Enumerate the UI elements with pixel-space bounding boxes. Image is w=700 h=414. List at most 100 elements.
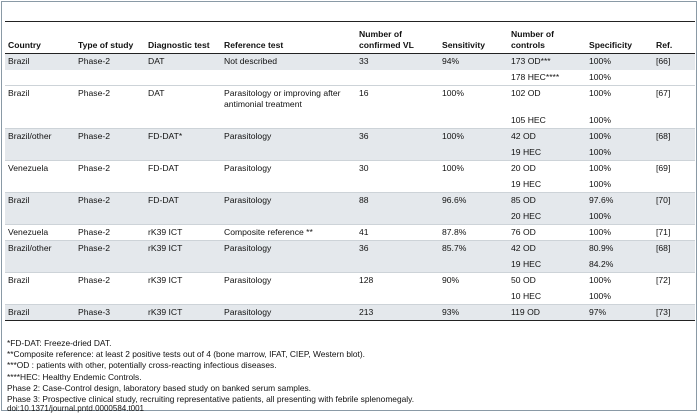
cell-diagnostic-test: rK39 ICT bbox=[145, 272, 221, 289]
cell-sensitivity bbox=[439, 289, 508, 305]
cell-confirmed-vl: 88 bbox=[356, 192, 439, 209]
cell-type-of-study bbox=[75, 144, 145, 161]
table-row: 20 HEC 100% bbox=[5, 208, 695, 225]
cell-country: Brazil bbox=[5, 272, 75, 289]
cell-type-of-study: Phase-3 bbox=[75, 304, 145, 321]
cell-sensitivity bbox=[439, 208, 508, 225]
table-row: Brazil/other Phase-2 rK39 ICT Parasitology 3… bbox=[5, 240, 695, 257]
cell-reference-test bbox=[221, 256, 356, 273]
cell-reference-test: Parasitology or improving after antimoni… bbox=[221, 85, 356, 113]
cell-diagnostic-test bbox=[145, 177, 221, 193]
cell-controls: 173 OD*** bbox=[508, 53, 586, 70]
cell-diagnostic-test bbox=[145, 256, 221, 273]
cell-reference-test bbox=[221, 144, 356, 161]
cell-confirmed-vl bbox=[356, 70, 439, 86]
cell-ref bbox=[653, 177, 695, 193]
cell-country bbox=[5, 256, 75, 273]
cell-diagnostic-test: DAT bbox=[145, 85, 221, 113]
cell-reference-test: Parasitology bbox=[221, 272, 356, 289]
cell-controls: 102 OD bbox=[508, 85, 586, 113]
header-row: Country Type of study Diagnostic test Re… bbox=[5, 21, 695, 54]
cell-sensitivity: 90% bbox=[439, 272, 508, 289]
col-header-type-of-study: Type of study bbox=[75, 21, 145, 54]
cell-country: Brazil bbox=[5, 53, 75, 70]
table-row: 19 HEC 84.2% bbox=[5, 256, 695, 273]
col-header-diagnostic-test: Diagnostic test bbox=[145, 21, 221, 54]
cell-ref: [68] bbox=[653, 240, 695, 257]
cell-diagnostic-test bbox=[145, 208, 221, 225]
table-row: Brazil/other Phase-2 FD-DAT* Parasitology 36… bbox=[5, 128, 695, 145]
cell-reference-test bbox=[221, 113, 356, 129]
footnotes: *FD-DAT: Freeze-dried DAT. **Composite r… bbox=[7, 338, 697, 405]
footnote: ****HEC: Healthy Endemic Controls. bbox=[7, 371, 142, 382]
cell-country bbox=[5, 113, 75, 129]
cell-country bbox=[5, 70, 75, 86]
cell-controls: 105 HEC bbox=[511, 114, 546, 125]
cell-ref bbox=[653, 289, 695, 305]
cell-country: Brazil/other bbox=[5, 240, 75, 257]
cell-controls: 42 OD bbox=[508, 240, 586, 257]
cell-ref: [69] bbox=[653, 160, 695, 177]
table-body: Brazil Phase-2 DAT Not described 33 94% 173 OD… bbox=[5, 53, 695, 321]
cell-confirmed-vl bbox=[356, 289, 439, 305]
table-row: Brazil Phase-2 rK39 ICT Parasitology 128 90% 5… bbox=[5, 272, 695, 289]
cell-reference-test: Parasitology bbox=[221, 192, 356, 209]
cell-reference-test: Not described bbox=[221, 53, 356, 70]
cell-sensitivity: 96.6% bbox=[439, 192, 508, 209]
cell-country: Brazil bbox=[5, 192, 75, 209]
cell-specificity: 100% bbox=[586, 85, 653, 113]
cell-sensitivity bbox=[439, 113, 508, 129]
cell-country bbox=[5, 144, 75, 161]
cell-controls: 20 OD bbox=[508, 160, 586, 177]
cell-ref bbox=[653, 70, 695, 86]
cell-specificity: 100% bbox=[589, 114, 611, 125]
cell-confirmed-vl: 41 bbox=[356, 224, 439, 241]
cell-controls: 42 OD bbox=[508, 128, 586, 145]
col-header-controls: Number of controls bbox=[508, 21, 586, 54]
cell-diagnostic-test: FD-DAT bbox=[145, 160, 221, 177]
cell-controls: 19 HEC bbox=[511, 178, 542, 189]
cell-ref: [73] bbox=[653, 304, 695, 321]
cell-confirmed-vl: 128 bbox=[356, 272, 439, 289]
cell-confirmed-vl: 16 bbox=[356, 85, 439, 113]
table-row: 19 HEC 100% bbox=[5, 144, 695, 161]
col-header-specificity: Specificity bbox=[586, 21, 653, 54]
cell-diagnostic-test: rK39 ICT bbox=[145, 240, 221, 257]
col-header-country: Country bbox=[5, 21, 75, 54]
cell-ref: [70] bbox=[653, 192, 695, 209]
cell-controls: 19 HEC bbox=[508, 144, 586, 161]
cell-type-of-study: Phase-2 bbox=[75, 272, 145, 289]
cell-sensitivity: 85.7% bbox=[439, 240, 508, 257]
cell-country: Brazil/other bbox=[5, 128, 75, 145]
table-row: Venezuela Phase-2 rK39 ICT Composite refere… bbox=[5, 224, 695, 241]
cell-type-of-study: Phase-2 bbox=[75, 53, 145, 70]
cell-sensitivity: 100% bbox=[439, 128, 508, 145]
cell-controls: 178 HEC**** bbox=[511, 71, 560, 82]
cell-country: Brazil bbox=[5, 85, 75, 113]
cell-type-of-study: Phase-2 bbox=[75, 224, 145, 241]
cell-type-of-study bbox=[75, 256, 145, 273]
cell-specificity: 100% bbox=[586, 128, 653, 145]
cell-type-of-study: Phase-2 bbox=[75, 85, 145, 113]
cell-diagnostic-test: DAT bbox=[145, 53, 221, 70]
cell-country: Venezuela bbox=[5, 160, 75, 177]
cell-controls: 20 HEC bbox=[508, 208, 586, 225]
cell-specificity: 100% bbox=[586, 144, 653, 161]
cell-reference-test: Parasitology bbox=[221, 160, 356, 177]
table-row: 105 HEC 100% bbox=[5, 113, 695, 129]
cell-reference-test: Parasitology bbox=[221, 128, 356, 145]
cell-diagnostic-test: rK39 ICT bbox=[145, 304, 221, 321]
footnote: Phase 2: Case-Control design, laboratory… bbox=[7, 382, 311, 393]
cell-specificity: 100% bbox=[589, 290, 611, 301]
cell-diagnostic-test: FD-DAT* bbox=[145, 128, 221, 145]
cell-sensitivity: 100% bbox=[439, 160, 508, 177]
cell-confirmed-vl bbox=[356, 113, 439, 129]
cell-diagnostic-test bbox=[145, 289, 221, 305]
cell-controls: 119 OD bbox=[508, 304, 586, 321]
cell-confirmed-vl bbox=[356, 177, 439, 193]
cell-controls: 10 HEC bbox=[511, 290, 542, 301]
cell-type-of-study: Phase-2 bbox=[75, 160, 145, 177]
cell-country: Venezuela bbox=[5, 224, 75, 241]
cell-confirmed-vl: 36 bbox=[356, 240, 439, 257]
